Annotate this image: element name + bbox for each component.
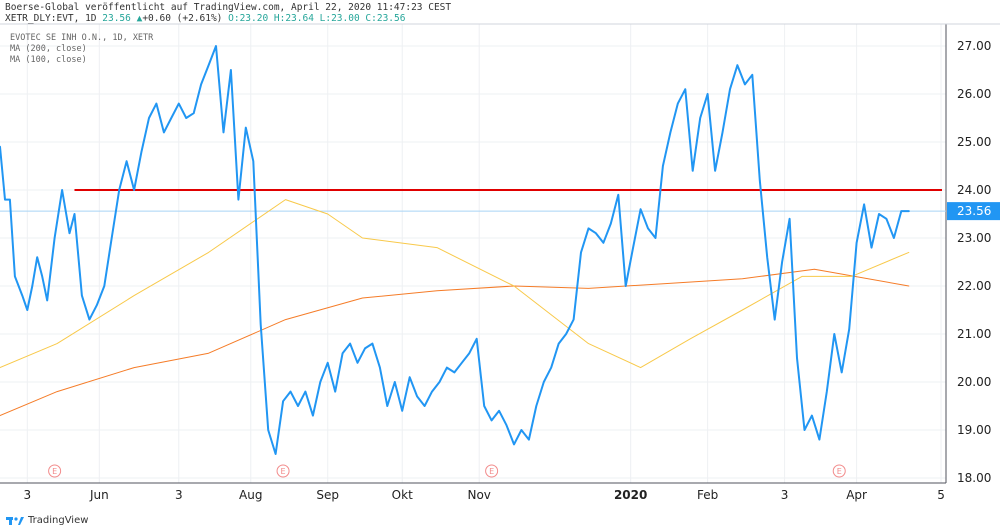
earnings-marker bbox=[48, 464, 62, 478]
x-tick-label: Apr bbox=[846, 488, 867, 502]
x-tick-label: 3 bbox=[23, 488, 31, 502]
price-line bbox=[0, 45, 910, 455]
tradingview-brand: TradingView bbox=[28, 515, 89, 526]
up-arrow-icon: ▲ bbox=[136, 13, 143, 24]
symbol-quote-line: XETR_DLY:EVT, 1D 23.56 ▲+0.60 (+2.61%) O… bbox=[5, 13, 405, 24]
x-tick-label: Sep bbox=[316, 488, 339, 502]
earnings-marker-label: E bbox=[281, 467, 286, 476]
x-tick-label: Aug bbox=[239, 488, 262, 502]
earnings-marker-label: E bbox=[837, 467, 842, 476]
x-tick-label: 5 bbox=[937, 488, 945, 502]
ohlc-values: O:23.20 H:23.64 L:23.00 C:23.56 bbox=[228, 13, 406, 24]
tradingview-footer[interactable]: TradingView bbox=[6, 515, 88, 526]
y-tick-label: 18.00 bbox=[957, 471, 991, 485]
earnings-marker-label: E bbox=[489, 467, 494, 476]
y-tick-label: 26.00 bbox=[957, 87, 991, 101]
earnings-marker bbox=[485, 464, 499, 478]
x-tick-label: Nov bbox=[467, 488, 490, 502]
y-tick-label: 20.00 bbox=[957, 375, 991, 389]
price-change: +0.60 (+2.61%) bbox=[142, 13, 223, 24]
legend-title: EVOTEC SE INH O.N., 1D, XETR bbox=[10, 33, 154, 43]
earnings-marker bbox=[276, 464, 290, 478]
x-tick-label: Okt bbox=[392, 488, 413, 502]
y-tick-label: 21.00 bbox=[957, 327, 991, 341]
legend-ma100: MA (100, close) bbox=[10, 55, 87, 65]
earnings-marker-label: E bbox=[52, 467, 57, 476]
tradingview-logo-icon bbox=[6, 516, 24, 525]
last-price-tag-label: 23.56 bbox=[957, 204, 991, 218]
x-tick-label: 3 bbox=[781, 488, 789, 502]
y-tick-label: 27.00 bbox=[957, 39, 991, 53]
x-tick-label: Feb bbox=[697, 488, 718, 502]
plot-area bbox=[0, 24, 946, 483]
x-tick-label: 2020 bbox=[614, 488, 647, 502]
last-price-tag bbox=[947, 202, 1000, 221]
symbol-label: XETR_DLY:EVT, 1D bbox=[5, 13, 97, 24]
y-tick-label: 24.00 bbox=[957, 183, 991, 197]
y-tick-label: 23.00 bbox=[957, 231, 991, 245]
y-tick-label: 25.00 bbox=[957, 135, 991, 149]
last-price-value: 23.56 bbox=[102, 13, 131, 24]
x-tick-label: 3 bbox=[175, 488, 183, 502]
y-tick-label: 19.00 bbox=[957, 423, 991, 437]
publisher-line: Boerse-Global veröffentlicht auf Trading… bbox=[5, 2, 452, 13]
legend-ma200: MA (200, close) bbox=[10, 44, 87, 54]
earnings-marker bbox=[832, 464, 846, 478]
x-tick-label: Jun bbox=[89, 488, 109, 502]
ma200-line bbox=[0, 268, 910, 417]
y-tick-label: 22.00 bbox=[957, 279, 991, 293]
